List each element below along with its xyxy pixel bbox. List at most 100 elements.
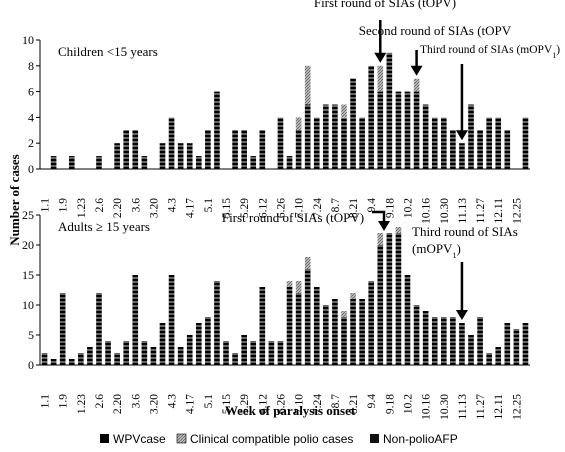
bar-wpv — [332, 299, 338, 365]
legend-item-nonpolio: Non-polioAFP — [370, 432, 458, 446]
y-tick-label: 4 — [28, 110, 34, 124]
bar-clinical — [304, 65, 311, 105]
bar-wpv — [295, 130, 302, 169]
bar-wpv — [495, 347, 502, 365]
bar-wpv — [323, 305, 329, 365]
x-tick-label: 9.4 — [366, 394, 378, 409]
x-tick-label: 1.9 — [58, 394, 70, 409]
bar-wpv — [495, 117, 502, 169]
sia-arrow-head — [374, 52, 387, 63]
x-tick-label: 4.3 — [167, 198, 179, 213]
bar-wpv — [431, 317, 438, 365]
x-tick-label: 4.3 — [167, 394, 179, 409]
bar-wpv — [440, 317, 447, 365]
y-tick-label: 2 — [28, 136, 34, 150]
x-tick-label: 11.27 — [475, 394, 487, 420]
x-tick-label: 3.20 — [148, 198, 160, 218]
bar-wpv — [350, 299, 356, 365]
x-tick-label: 4.17 — [185, 198, 197, 218]
bar-wpv — [78, 353, 84, 365]
bar-wpv — [368, 281, 375, 365]
bar-wpv — [404, 91, 411, 169]
y-tick-label: 10 — [22, 33, 34, 47]
x-tick-label: 4.17 — [185, 394, 197, 414]
bar-wpv — [332, 104, 338, 169]
bar-clinical — [377, 65, 384, 92]
bar-wpv — [268, 341, 275, 365]
bar-wpv — [59, 293, 66, 365]
bar-wpv — [250, 341, 257, 365]
y-tick-label: 15 — [22, 268, 34, 282]
x-tick-label: 12.25 — [511, 198, 523, 224]
bar-wpv — [422, 311, 429, 365]
bar-wpv — [68, 359, 75, 365]
bar-wpv — [159, 323, 166, 365]
bar-wpv — [186, 143, 193, 169]
legend-label-wpv: WPVcase — [113, 432, 166, 446]
bar-wpv — [386, 233, 393, 365]
x-tick-label: 8.7 — [330, 394, 342, 409]
bar-wpv — [395, 233, 402, 365]
bar-wpv — [114, 353, 120, 365]
bar-wpv — [350, 78, 356, 169]
bar-clinical — [395, 227, 402, 233]
bar-wpv — [214, 281, 220, 365]
bar-wpv — [223, 341, 229, 365]
bar-wpv — [440, 117, 447, 169]
bar-wpv — [413, 91, 420, 169]
x-tick-label: 2.6 — [94, 394, 106, 409]
sia-annotation: (mOPV1) — [412, 241, 461, 260]
x-tick-label: 1.1 — [40, 198, 52, 213]
bar-wpv — [214, 91, 220, 169]
bar-wpv — [377, 245, 384, 365]
x-tick-label: 10.16 — [421, 394, 433, 420]
adults-panel: 0 5 10 15 20 25 1.1 1.9 1.23 2.6 2.20 3.6 3.20 4.3 4.1… — [22, 208, 530, 420]
bar-wpv — [68, 156, 75, 169]
bar-wpv — [468, 335, 474, 365]
bar-wpv — [186, 335, 193, 365]
bar-wpv — [313, 117, 320, 169]
x-tick-label: 1.9 — [58, 198, 70, 213]
sia-annotation: First round of SIAs (tOPV) — [222, 210, 364, 225]
sia-annotation: Third round of SIAs (mOPV1) — [420, 44, 560, 60]
bar-wpv — [141, 341, 148, 365]
x-tick-label: 11.13 — [457, 394, 469, 420]
bar-wpv — [232, 353, 238, 365]
x-tick-label: 6.12 — [257, 198, 269, 218]
x-tick-label: 12.11 — [493, 198, 505, 224]
y-tick-label: 10 — [22, 298, 34, 312]
bar-wpv — [132, 275, 139, 365]
bar-wpv — [341, 317, 347, 365]
panel-label: Children <15 years — [58, 44, 158, 59]
y-tick-label: 6 — [28, 85, 34, 99]
bar-wpv — [304, 104, 311, 169]
bar-wpv — [141, 156, 148, 169]
x-tick-label: 6.26 — [275, 198, 287, 218]
x-axis-label: Week of paralysis onset — [225, 403, 356, 418]
bar-wpv — [395, 91, 402, 169]
bar-wpv — [250, 156, 257, 169]
bar-wpv — [195, 156, 202, 169]
x-tick-label: 5.1 — [203, 394, 215, 409]
bar-wpv — [96, 293, 102, 365]
x-tick-label: 10.30 — [439, 394, 451, 420]
y-axis-label: Number of cases — [7, 154, 22, 245]
x-tick-label: 2.20 — [112, 394, 124, 414]
bar-wpv — [277, 341, 284, 365]
bar-wpv — [168, 117, 175, 169]
bar-wpv — [150, 347, 157, 365]
x-tick-label: 9.4 — [366, 198, 378, 213]
bar-wpv — [486, 117, 492, 169]
bar-wpv — [477, 130, 483, 169]
bar-wpv — [177, 347, 184, 365]
x-tick-label: 5.15 — [221, 198, 233, 218]
bar-clinical — [377, 233, 384, 245]
legend: WPVcase Clinical compatible polio cases … — [100, 432, 458, 446]
x-tick-label: 11.27 — [475, 198, 487, 224]
sia-arrow — [372, 210, 386, 223]
bar-wpv — [313, 287, 320, 365]
bar-wpv — [450, 317, 456, 365]
sia-annotation: Third round of SIAs — [412, 224, 518, 239]
legend-swatch-wpv — [100, 434, 109, 443]
